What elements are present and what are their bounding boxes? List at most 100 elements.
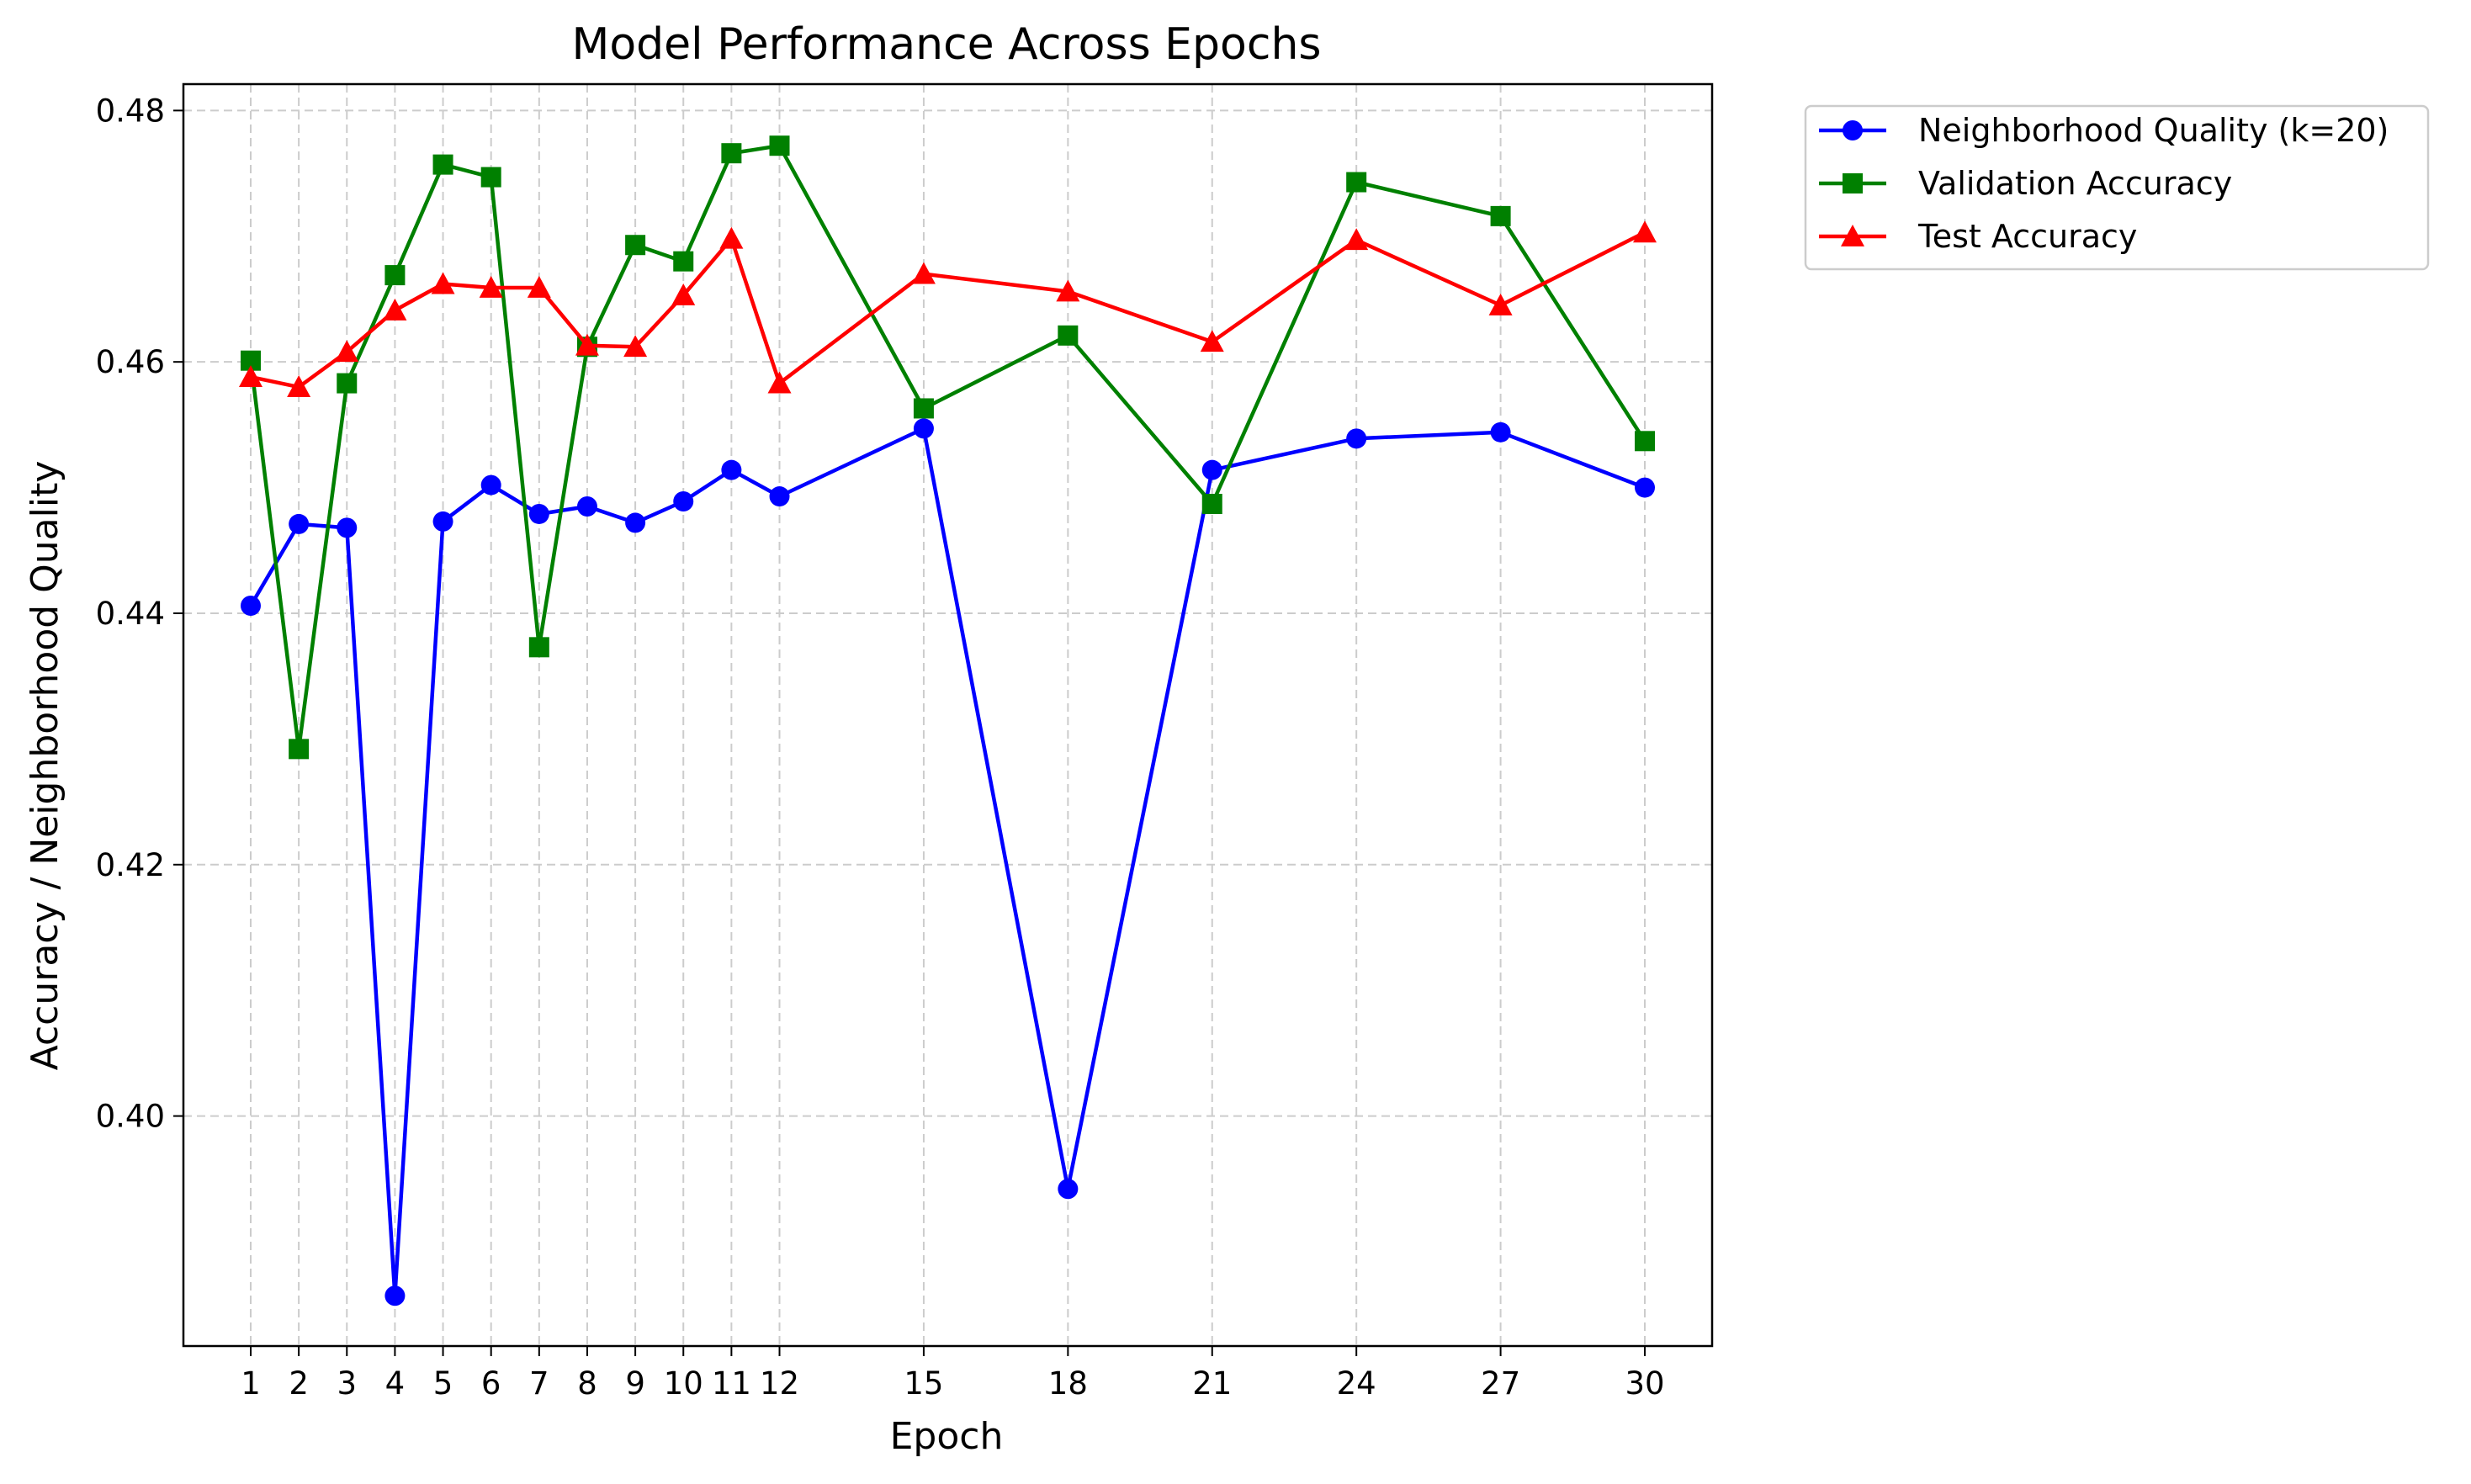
- data-point: [479, 276, 503, 298]
- chart-title: Model Performance Across Epochs: [571, 19, 1321, 70]
- legend-box: [1804, 104, 2430, 271]
- data-point: [1058, 1179, 1079, 1200]
- chart-legend: Neighborhood Quality (k=20) Validation Ac…: [1804, 104, 2430, 271]
- data-point: [1635, 431, 1656, 452]
- data-point: [1635, 477, 1656, 498]
- x-tick-label: 24: [1337, 1365, 1376, 1402]
- data-point: [432, 511, 453, 532]
- y-tick-label: 0.44: [96, 596, 165, 632]
- x-tick-label: 18: [1048, 1365, 1088, 1402]
- x-axis-label: Epoch: [890, 1415, 1004, 1458]
- data-point: [625, 512, 646, 533]
- data-point: [480, 474, 501, 496]
- data-point: [240, 596, 261, 617]
- data-point: [721, 143, 742, 164]
- data-point: [384, 265, 406, 286]
- data-point: [289, 513, 310, 534]
- y-axis-ticks: 0.40 0.42 0.44 0.46 0.48: [96, 93, 183, 1135]
- legend-item: Validation Accuracy: [1819, 165, 2232, 202]
- data-point: [431, 272, 455, 294]
- data-point: [287, 375, 311, 397]
- data-point: [383, 298, 407, 321]
- data-point: [480, 167, 501, 188]
- legend-marker: [1841, 225, 1864, 246]
- x-axis-ticks: 1 2 3 4 5 6 7 8 9 10 11 12 15 18 21 24 27 30: [241, 1346, 1665, 1402]
- x-tick-label: 12: [760, 1365, 799, 1402]
- x-tick-label: 5: [433, 1365, 453, 1402]
- data-point: [671, 283, 696, 305]
- data-point: [767, 371, 792, 394]
- series-line: [248, 143, 1646, 751]
- series-3: [238, 220, 1657, 397]
- data-point: [911, 262, 936, 284]
- data-point: [528, 503, 549, 524]
- data-point: [1056, 279, 1080, 302]
- x-tick-label: 8: [577, 1365, 597, 1402]
- data-point: [1200, 330, 1224, 352]
- data-point: [289, 739, 310, 760]
- data-point: [769, 486, 790, 507]
- data-point: [528, 637, 549, 658]
- x-tick-label: 30: [1625, 1365, 1664, 1402]
- data-point: [673, 251, 694, 272]
- series-layer: [238, 135, 1657, 1306]
- y-tick-label: 0.46: [96, 344, 165, 380]
- data-point: [575, 333, 599, 356]
- data-point: [625, 235, 646, 256]
- data-point: [721, 459, 742, 480]
- legend-label: Validation Accuracy: [1918, 165, 2232, 202]
- legend-label: Test Accuracy: [1917, 218, 2137, 255]
- data-point: [1344, 228, 1369, 251]
- data-point: [1201, 494, 1222, 515]
- legend-item: Neighborhood Quality (k=20): [1819, 112, 2389, 149]
- data-point: [673, 491, 694, 512]
- plot-area-frame: [182, 82, 1714, 1348]
- series-line: [249, 427, 1646, 1298]
- x-tick-label: 27: [1481, 1365, 1520, 1402]
- data-point: [238, 365, 262, 388]
- x-tick-label: 10: [664, 1365, 703, 1402]
- legend-marker: [1843, 120, 1863, 140]
- data-point: [913, 398, 934, 419]
- data-point: [1058, 325, 1079, 346]
- data-point: [337, 373, 358, 394]
- y-tick-label: 0.42: [96, 847, 165, 883]
- data-point: [719, 226, 744, 249]
- data-point: [913, 418, 934, 439]
- x-tick-label: 21: [1192, 1365, 1232, 1402]
- x-tick-label: 2: [289, 1365, 309, 1402]
- x-tick-label: 3: [337, 1365, 357, 1402]
- x-tick-label: 4: [385, 1365, 406, 1402]
- data-point: [623, 335, 648, 358]
- x-tick-label: 7: [529, 1365, 549, 1402]
- series-1: [240, 418, 1656, 1306]
- data-point: [1490, 205, 1511, 226]
- x-tick-label: 6: [481, 1365, 501, 1402]
- data-point: [1488, 293, 1513, 315]
- legend-marker: [1843, 173, 1863, 193]
- data-point: [337, 517, 358, 538]
- x-tick-label: 1: [241, 1365, 261, 1402]
- data-point: [1346, 172, 1367, 193]
- x-tick-label: 9: [625, 1365, 645, 1402]
- legend-items: Neighborhood Quality (k=20) Validation Ac…: [1819, 112, 2389, 255]
- legend-label: Neighborhood Quality (k=20): [1918, 112, 2389, 149]
- data-point: [527, 276, 551, 298]
- data-point: [1346, 428, 1367, 449]
- data-point: [335, 340, 359, 363]
- data-point: [1633, 220, 1657, 243]
- series-2: [240, 135, 1656, 760]
- legend-item: Test Accuracy: [1819, 218, 2137, 255]
- data-point: [1201, 459, 1222, 480]
- data-point: [432, 154, 453, 175]
- data-point: [384, 1285, 406, 1306]
- data-point: [1490, 421, 1511, 443]
- x-tick-label: 11: [712, 1365, 751, 1402]
- y-axis-label: Accuracy / Neighborhood Quality: [24, 461, 66, 1071]
- x-tick-label: 15: [904, 1365, 943, 1402]
- data-point: [769, 135, 790, 156]
- data-point: [576, 496, 597, 517]
- y-tick-label: 0.40: [96, 1099, 165, 1135]
- y-tick-label: 0.48: [96, 93, 165, 129]
